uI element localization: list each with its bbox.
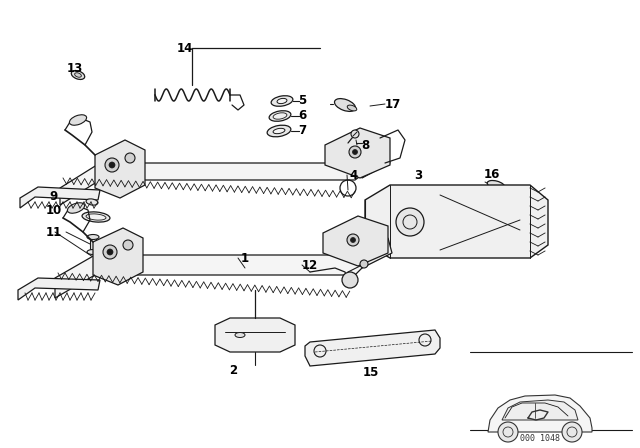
Circle shape bbox=[562, 422, 582, 442]
Ellipse shape bbox=[271, 96, 293, 106]
Ellipse shape bbox=[67, 203, 84, 213]
Ellipse shape bbox=[277, 99, 287, 103]
Polygon shape bbox=[365, 185, 548, 258]
Ellipse shape bbox=[86, 199, 98, 205]
Polygon shape bbox=[488, 395, 592, 432]
Ellipse shape bbox=[75, 73, 81, 77]
Ellipse shape bbox=[335, 99, 355, 112]
Text: 3: 3 bbox=[414, 168, 422, 181]
Circle shape bbox=[349, 146, 361, 158]
Text: 10: 10 bbox=[46, 203, 62, 216]
Circle shape bbox=[123, 240, 133, 250]
Text: 1: 1 bbox=[241, 251, 249, 264]
Circle shape bbox=[105, 158, 119, 172]
Text: 11: 11 bbox=[46, 225, 62, 238]
Polygon shape bbox=[93, 228, 143, 285]
Circle shape bbox=[125, 153, 135, 163]
Text: 13: 13 bbox=[67, 61, 83, 74]
Circle shape bbox=[107, 249, 113, 255]
Ellipse shape bbox=[269, 111, 291, 121]
Text: 17: 17 bbox=[385, 98, 401, 111]
Circle shape bbox=[360, 260, 368, 268]
Circle shape bbox=[109, 162, 115, 168]
Polygon shape bbox=[60, 163, 362, 205]
Polygon shape bbox=[18, 278, 100, 300]
Ellipse shape bbox=[273, 113, 287, 119]
Polygon shape bbox=[55, 255, 362, 298]
Polygon shape bbox=[355, 238, 392, 268]
Circle shape bbox=[396, 208, 424, 236]
Ellipse shape bbox=[235, 332, 245, 337]
Text: 14: 14 bbox=[177, 42, 193, 55]
Text: 8: 8 bbox=[361, 138, 369, 151]
Polygon shape bbox=[305, 330, 440, 366]
Polygon shape bbox=[325, 128, 390, 178]
Ellipse shape bbox=[348, 105, 356, 111]
Ellipse shape bbox=[87, 234, 99, 240]
Ellipse shape bbox=[82, 212, 110, 222]
Circle shape bbox=[347, 234, 359, 246]
Ellipse shape bbox=[87, 250, 99, 254]
Polygon shape bbox=[95, 140, 145, 198]
Ellipse shape bbox=[86, 214, 106, 220]
Circle shape bbox=[351, 130, 359, 138]
Text: 9: 9 bbox=[50, 190, 58, 202]
Circle shape bbox=[498, 422, 518, 442]
Polygon shape bbox=[502, 400, 578, 420]
Polygon shape bbox=[323, 216, 388, 266]
Text: 4: 4 bbox=[350, 168, 358, 181]
Ellipse shape bbox=[69, 115, 86, 125]
Ellipse shape bbox=[267, 125, 291, 137]
Text: 15: 15 bbox=[363, 366, 379, 379]
Text: 6: 6 bbox=[298, 108, 306, 121]
Polygon shape bbox=[215, 318, 295, 352]
Text: 7: 7 bbox=[298, 124, 306, 137]
Circle shape bbox=[103, 245, 117, 259]
Text: 16: 16 bbox=[484, 168, 500, 181]
Ellipse shape bbox=[487, 181, 505, 190]
Text: 2: 2 bbox=[229, 363, 237, 376]
Ellipse shape bbox=[71, 70, 84, 79]
Circle shape bbox=[353, 150, 358, 155]
Text: 5: 5 bbox=[298, 94, 306, 107]
Circle shape bbox=[342, 272, 358, 288]
Text: 000 1048: 000 1048 bbox=[520, 434, 560, 443]
Circle shape bbox=[351, 237, 355, 242]
Text: 12: 12 bbox=[302, 258, 318, 271]
Ellipse shape bbox=[273, 128, 285, 134]
Polygon shape bbox=[355, 148, 390, 178]
Polygon shape bbox=[90, 237, 96, 250]
Polygon shape bbox=[20, 187, 100, 208]
